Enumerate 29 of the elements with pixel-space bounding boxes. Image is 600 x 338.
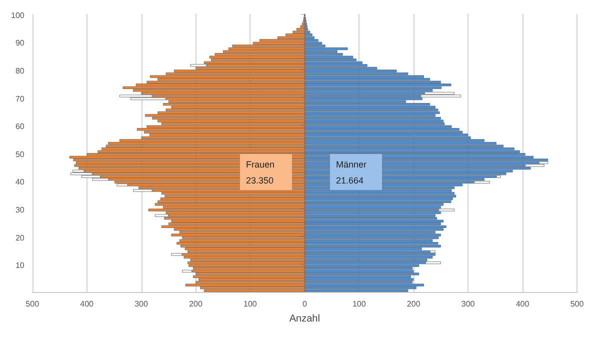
y-tick-label: 100 [10, 10, 25, 20]
bar [296, 28, 305, 31]
y-tick-label: 70 [15, 94, 25, 104]
x-tick-label: 0 [302, 300, 308, 308]
annotation: Frauen [246, 160, 275, 170]
x-tick-label: 100 [244, 300, 258, 308]
x-tick-label: 500 [26, 300, 40, 308]
x-tick-label: 500 [570, 300, 584, 308]
bar [300, 25, 305, 28]
y-tick-label: 60 [15, 122, 25, 132]
x-tick-label: 400 [516, 300, 530, 308]
x-tick-label: 300 [134, 300, 148, 308]
y-tick-label: 40 [15, 178, 25, 187]
y-tick-label: 20 [15, 233, 25, 242]
y-tick-label: 10 [15, 261, 25, 270]
x-tick-label: 200 [406, 300, 421, 308]
y-tick-label: 80 [15, 66, 25, 76]
annotation: Männer [336, 160, 367, 170]
x-tick-label: 400 [80, 300, 94, 308]
annotation: 23.350 [246, 176, 274, 186]
x-axis-title: Anzahl [289, 314, 320, 324]
x-tick-label: 200 [189, 300, 203, 308]
annotation: 21.664 [336, 176, 364, 186]
y-tick-label: 30 [15, 205, 25, 214]
x-tick-label: 100 [352, 300, 366, 308]
y-tick-label: 50 [15, 150, 25, 159]
y-tick-label: 90 [15, 38, 25, 48]
x-tick-label: 300 [461, 300, 476, 308]
bar [302, 22, 305, 26]
